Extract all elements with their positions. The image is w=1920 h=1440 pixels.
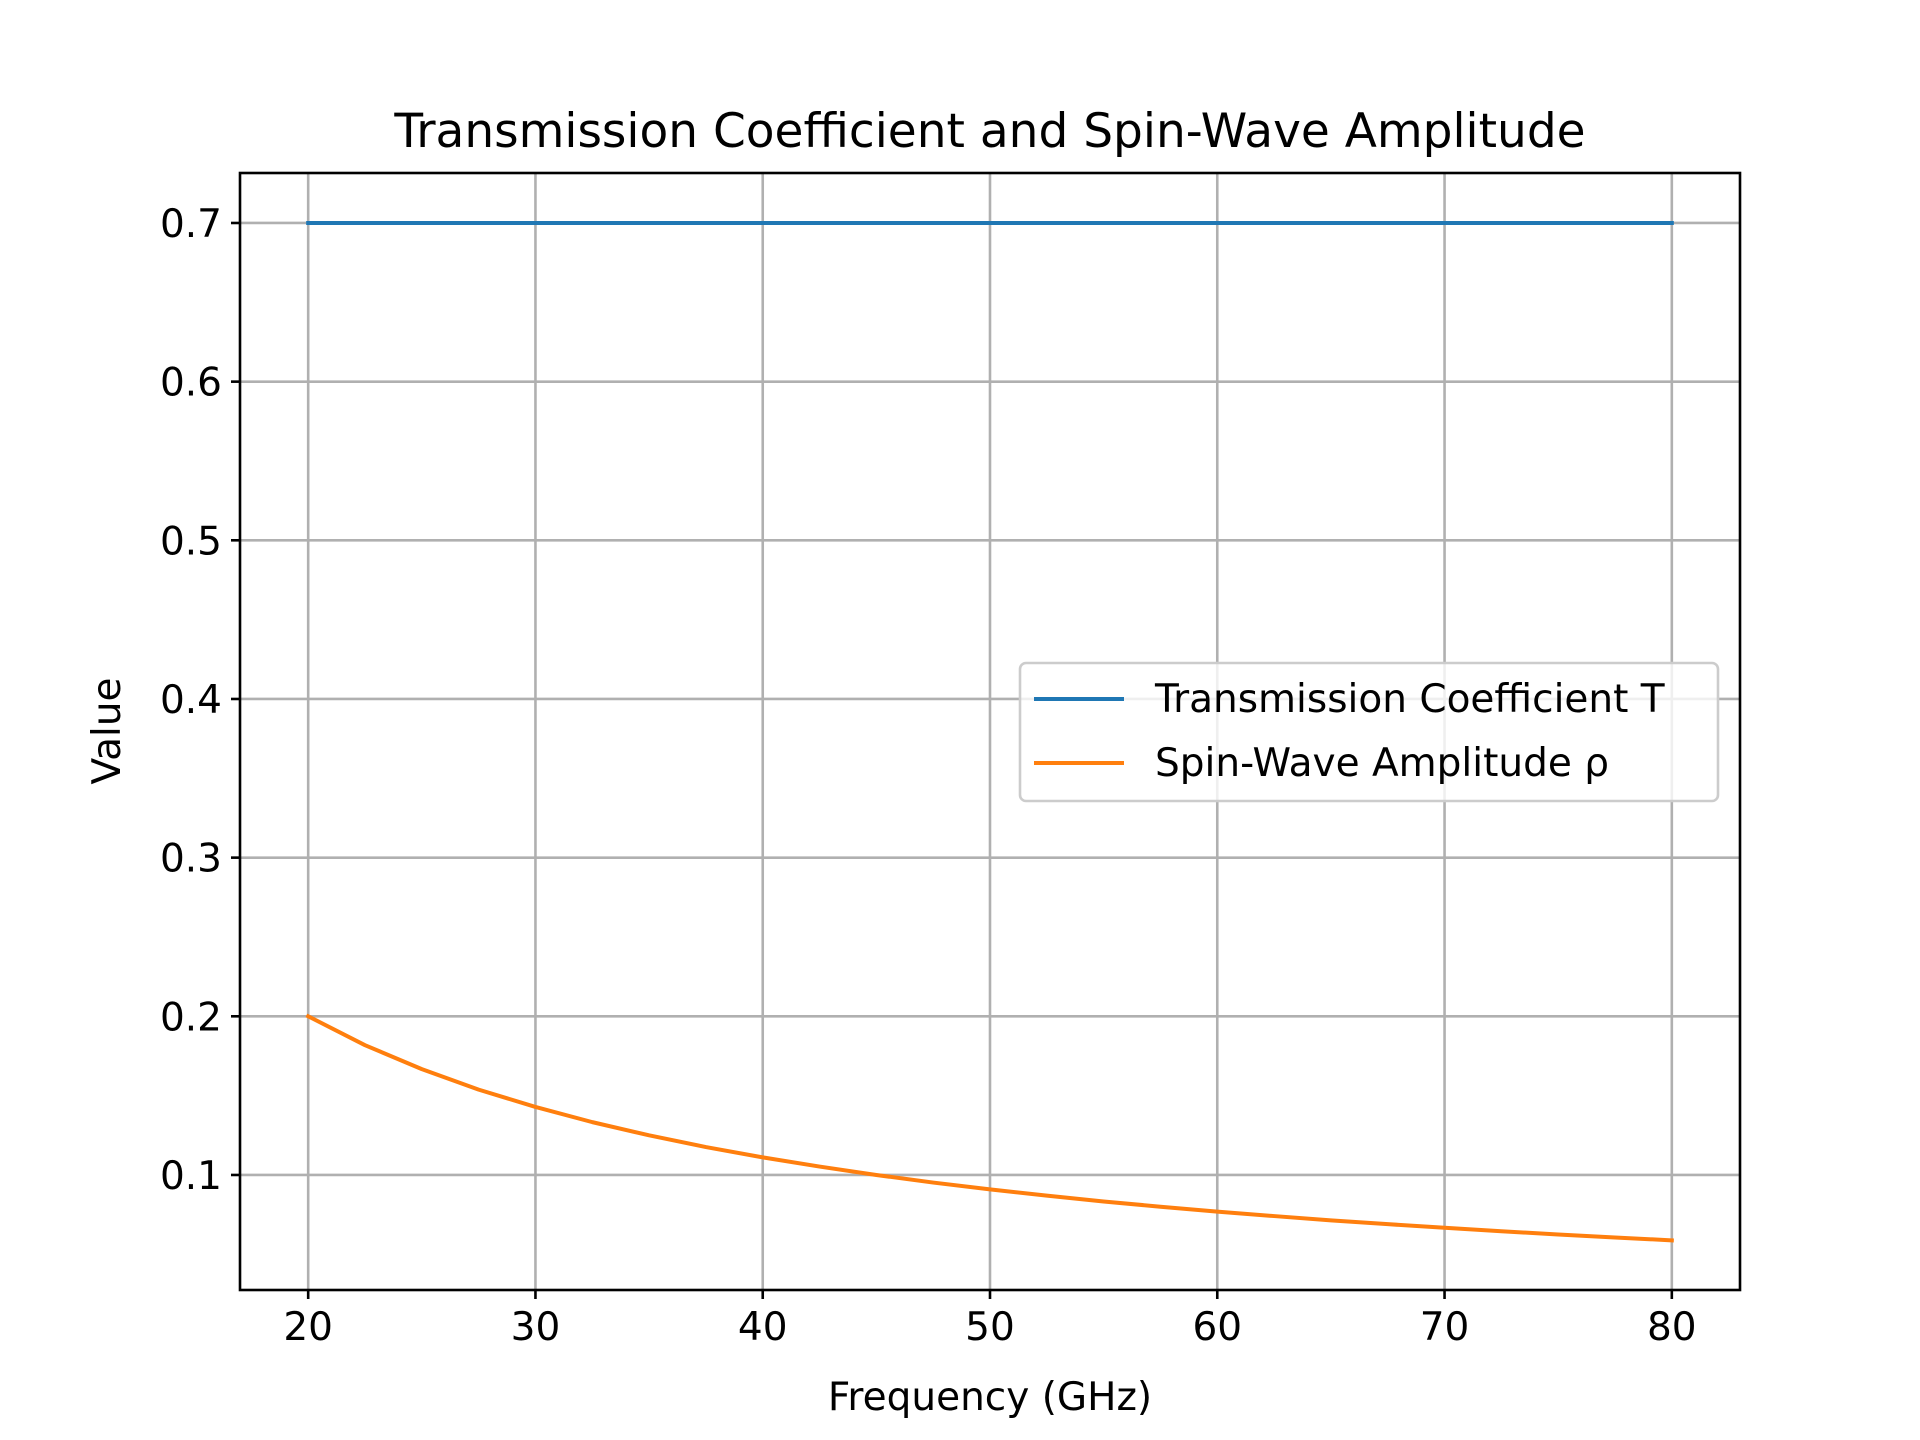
y-tick-label: 0.5 — [160, 519, 222, 564]
axis-ticks: 20 30 40 50 60 70 80 0.1 0.2 0.3 0.4 0.5 0.6 0.7 — [160, 202, 1697, 1350]
y-tick-label: 0.1 — [160, 1154, 222, 1199]
chart-title: Transmission Coefficient and Spin-Wave A… — [393, 104, 1585, 159]
legend-box — [1018, 661, 1720, 803]
series-line-spin-wave — [305, 1013, 1674, 1243]
x-tick-label: 60 — [1192, 1305, 1242, 1350]
x-tick-label: 30 — [511, 1305, 561, 1350]
y-tick-label: 0.6 — [160, 361, 222, 406]
y-axis-label: Value — [85, 677, 130, 784]
series-lines — [305, 220, 1674, 1243]
x-tick-label: 70 — [1420, 1305, 1470, 1350]
x-tick-label: 50 — [965, 1305, 1015, 1350]
legend-label-transmission: Transmission Coefficient T — [1154, 677, 1665, 722]
x-tick-label: 40 — [738, 1305, 788, 1350]
x-tick-label: 80 — [1647, 1305, 1697, 1350]
y-tick-label: 0.7 — [160, 202, 222, 247]
y-tick-label: 0.3 — [160, 837, 222, 882]
x-axis-label: Frequency (GHz) — [828, 1375, 1152, 1420]
legend-label-spin-wave: Spin-Wave Amplitude ρ — [1155, 741, 1609, 786]
legend: Transmission Coefficient T Spin-Wave Amp… — [1018, 661, 1720, 803]
y-tick-label: 0.2 — [160, 995, 222, 1040]
x-tick-label: 20 — [283, 1305, 333, 1350]
y-tick-label: 0.4 — [160, 678, 222, 723]
